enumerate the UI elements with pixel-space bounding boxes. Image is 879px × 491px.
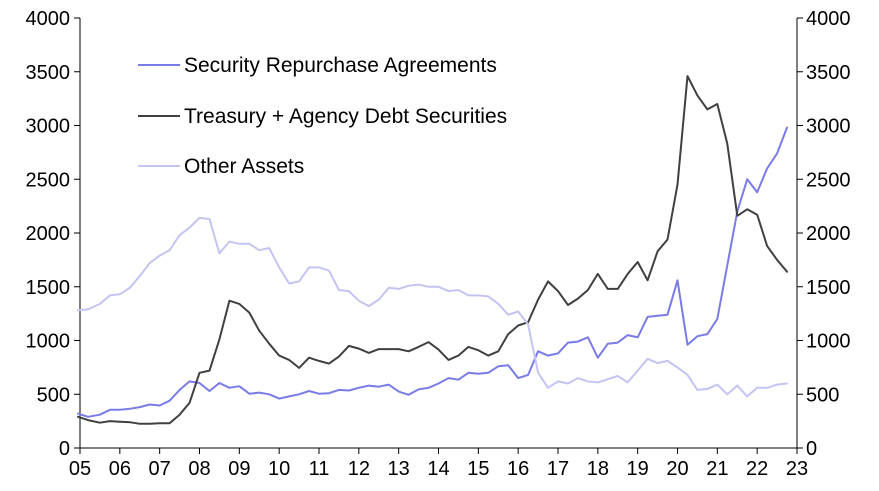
legend-label-other-assets: Other Assets xyxy=(184,155,304,178)
series-line-security-repurchase xyxy=(77,126,788,418)
right-y-tick-label: 3000 xyxy=(806,116,851,138)
legend-item-security-repurchase: Security Repurchase Agreements xyxy=(138,54,497,77)
right-y-tick-label: 0 xyxy=(806,438,817,460)
x-tick-label: 19 xyxy=(627,458,649,480)
x-tick-label: 16 xyxy=(507,458,529,480)
left-y-tick-label: 1000 xyxy=(26,331,71,353)
x-tick-label: 15 xyxy=(467,458,489,480)
right-y-tick-label: 4000 xyxy=(806,8,851,30)
x-tick-label: 08 xyxy=(188,458,210,480)
series-line-treasury-agency xyxy=(77,75,788,425)
right-y-tick-label: 1500 xyxy=(806,277,851,299)
left-y-tick-label: 3500 xyxy=(26,62,71,84)
right-y-tick-label: 2000 xyxy=(806,223,851,245)
x-axis: 05 06 07 08 09 10 11 12 13 14 15 16 17 18 19 20 21 22 23 xyxy=(69,447,808,480)
x-tick-label: 12 xyxy=(348,458,370,480)
left-y-tick-label: 3000 xyxy=(26,116,71,138)
x-tick-label: 20 xyxy=(666,458,688,480)
x-tick-label: 14 xyxy=(427,458,449,480)
x-tick-label: 13 xyxy=(388,458,410,480)
legend-label-security-repurchase: Security Repurchase Agreements xyxy=(184,54,497,77)
x-tick-label: 18 xyxy=(587,458,609,480)
right-y-tick-label: 1000 xyxy=(806,331,851,353)
right-y-axis: 0 500 1000 1500 2000 2500 3000 3500 4000 xyxy=(796,8,851,460)
left-y-tick-label: 2500 xyxy=(26,169,71,191)
left-y-tick-label: 500 xyxy=(37,384,70,406)
x-tick-label: 09 xyxy=(228,458,250,480)
right-y-ticks: 0 500 1000 1500 2000 2500 3000 3500 4000 xyxy=(797,8,851,460)
x-ticks: 05 06 07 08 09 10 11 12 13 14 15 16 17 18 19 20 21 22 23 xyxy=(69,448,808,480)
legend: Security Repurchase Agreements Treasury … xyxy=(138,54,507,178)
x-tick-label: 05 xyxy=(69,458,91,480)
series-line-other-assets xyxy=(77,216,788,398)
left-y-tick-label: 2000 xyxy=(26,223,71,245)
x-tick-label: 07 xyxy=(149,458,171,480)
left-y-tick-label: 0 xyxy=(59,438,70,460)
x-tick-label: 23 xyxy=(786,458,808,480)
legend-item-other-assets: Other Assets xyxy=(138,155,304,178)
right-y-tick-label: 2500 xyxy=(806,169,851,191)
left-y-ticks: 0 500 1000 1500 2000 2500 3000 3500 4000 xyxy=(26,8,80,460)
left-y-tick-label: 4000 xyxy=(26,8,71,30)
x-tick-label: 10 xyxy=(268,458,290,480)
series-lines xyxy=(77,75,788,425)
x-tick-label: 21 xyxy=(706,458,728,480)
x-tick-label: 06 xyxy=(109,458,131,480)
legend-item-treasury-agency: Treasury + Agency Debt Securities xyxy=(138,105,507,128)
right-y-tick-label: 3500 xyxy=(806,62,851,84)
x-tick-label: 22 xyxy=(746,458,768,480)
left-y-axis: 0 500 1000 1500 2000 2500 3000 3500 4000 xyxy=(26,8,81,460)
x-tick-label: 17 xyxy=(547,458,569,480)
left-y-tick-label: 1500 xyxy=(26,277,71,299)
right-y-tick-label: 500 xyxy=(806,384,839,406)
legend-label-treasury-agency: Treasury + Agency Debt Securities xyxy=(184,105,507,128)
x-tick-label: 11 xyxy=(309,458,330,480)
